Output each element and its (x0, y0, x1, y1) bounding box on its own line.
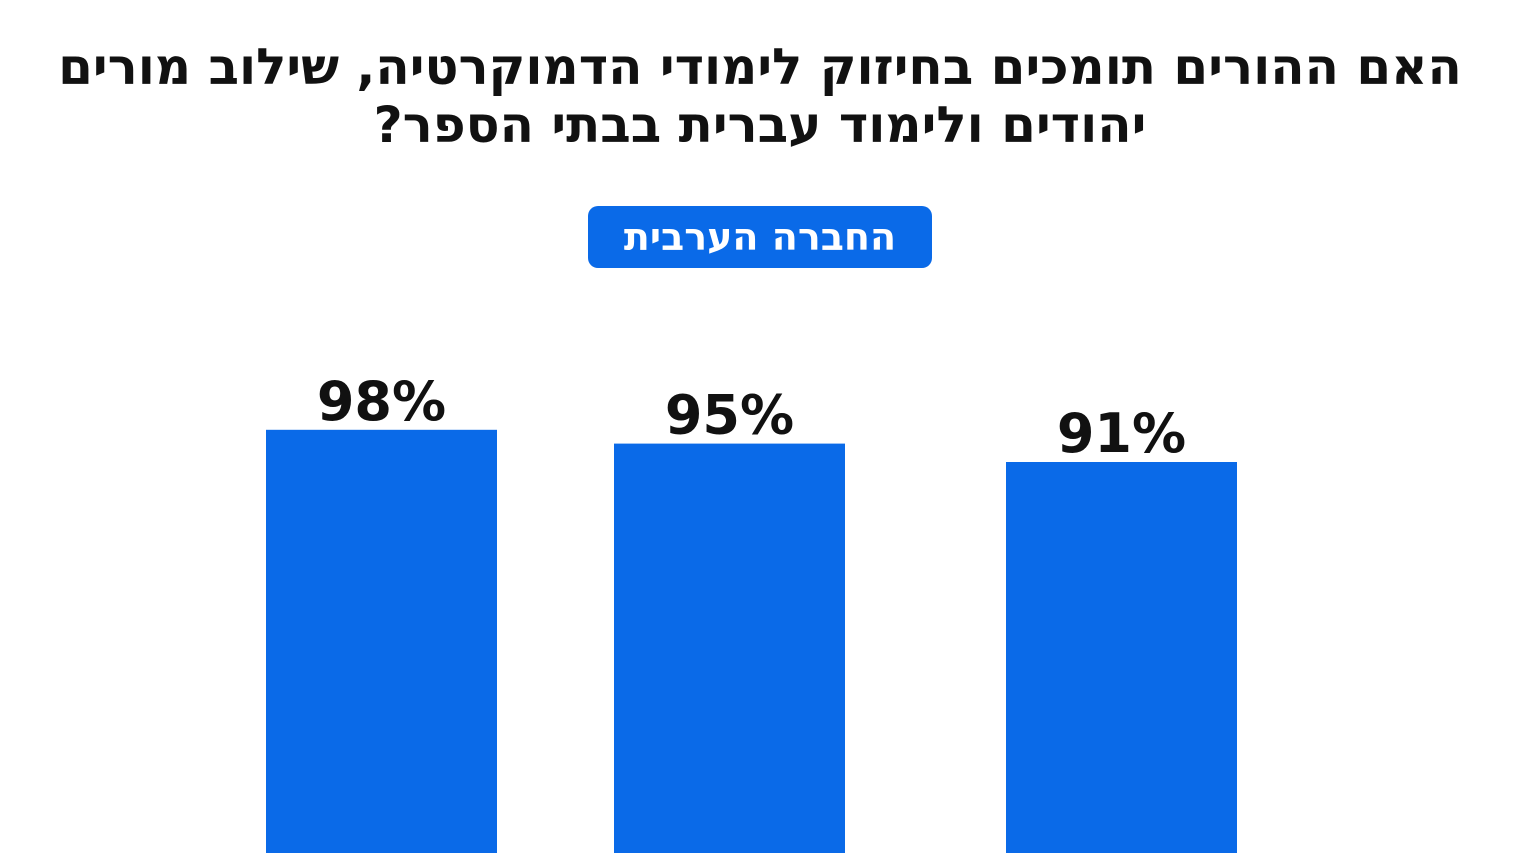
value-label-3: 91% (1057, 402, 1186, 465)
category-badge: החברה הערבית (588, 206, 932, 268)
chart-title: האם ההורים תומכים בחיזוק לימודי הדמוקרטי… (58, 38, 1462, 154)
category-badge-label: החברה הערבית (623, 215, 897, 259)
bar-1 (266, 429, 497, 853)
value-labels-group: 98% 95% 91% (317, 370, 1186, 465)
bar-2 (614, 443, 845, 853)
value-label-2: 95% (665, 384, 794, 447)
value-label-1: 98% (317, 370, 446, 433)
bars-group (266, 429, 1237, 853)
bar-3 (1006, 462, 1237, 853)
